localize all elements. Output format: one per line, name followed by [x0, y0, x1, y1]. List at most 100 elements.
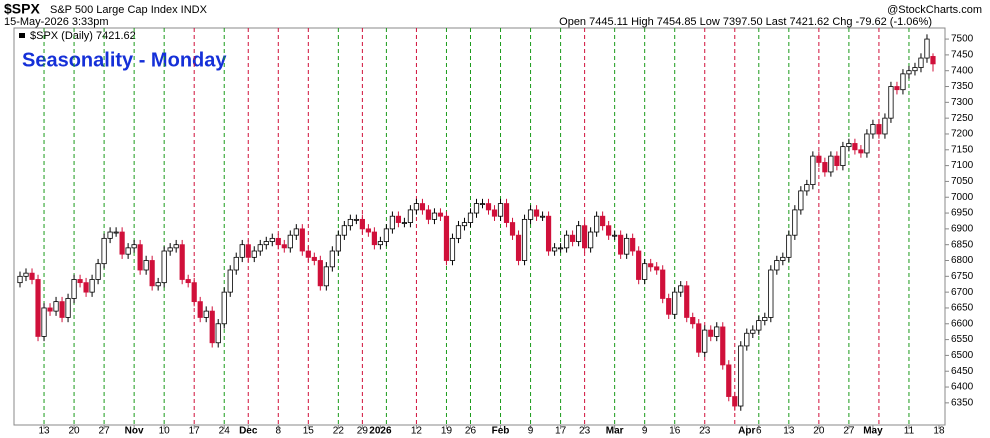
candle-body	[816, 155, 822, 163]
candle-body	[437, 212, 444, 217]
candle-body	[918, 57, 924, 68]
candle-body	[612, 234, 618, 237]
candle-body	[95, 263, 101, 280]
candle-body	[636, 250, 642, 280]
x-tick-label: 29	[357, 426, 369, 437]
candle-body	[870, 124, 876, 135]
candle-body	[888, 86, 894, 119]
timestamp: 15-May-2026 3:33pm	[4, 16, 109, 28]
y-tick-label: 7350	[951, 81, 974, 92]
candle-body	[780, 256, 786, 261]
y-tick-label: 7200	[951, 129, 974, 140]
candle-body	[768, 269, 774, 318]
candle-body	[756, 320, 762, 331]
candle-body	[395, 215, 402, 223]
candle-body	[606, 225, 612, 236]
candle-body	[365, 228, 371, 233]
candle-body	[107, 231, 113, 239]
candle-body	[497, 203, 504, 217]
x-tick-label: Mar	[606, 426, 624, 437]
candle-body	[630, 237, 636, 252]
x-tick-label: 22	[333, 426, 345, 437]
candle-body	[696, 323, 702, 353]
y-tick-label: 6900	[951, 224, 974, 235]
candle-body	[419, 203, 426, 211]
candle-body	[425, 209, 432, 220]
candle-body	[431, 212, 438, 220]
candle-body	[389, 215, 396, 230]
x-tick-label: 26	[465, 426, 477, 437]
candle-body	[335, 234, 341, 252]
candle-body	[876, 124, 882, 135]
candle-body	[125, 247, 131, 255]
candle-body	[407, 209, 414, 223]
candle-body	[738, 345, 744, 407]
x-tick-label: 12	[411, 426, 423, 437]
candle-body	[101, 237, 107, 265]
candle-body	[155, 282, 161, 287]
candle-body	[47, 307, 53, 312]
x-tick-label: 20	[69, 426, 81, 437]
candle-body	[533, 209, 540, 217]
y-tick-label: 6800	[951, 255, 974, 266]
x-tick-label: 13	[38, 426, 50, 437]
candle-body	[840, 146, 846, 167]
candle-body	[83, 282, 89, 293]
candle-body	[479, 203, 486, 205]
y-tick-label: 7300	[951, 97, 974, 108]
x-tick-label: Apr	[738, 426, 755, 437]
candle-body	[762, 317, 768, 322]
symbol: $SPX	[4, 1, 40, 17]
y-tick-label: 6750	[951, 271, 974, 282]
candle-body	[53, 301, 59, 312]
candle-body	[269, 237, 275, 242]
candle-body	[179, 244, 185, 280]
candle-body	[582, 225, 588, 249]
x-tick-label: 27	[843, 426, 855, 437]
candle-body	[227, 269, 233, 293]
candle-body	[563, 234, 570, 249]
x-tick-label: 19	[441, 426, 453, 437]
y-tick-label: 7250	[951, 113, 974, 124]
candle-body	[209, 310, 215, 344]
x-tick-label: 17	[555, 426, 567, 437]
candle-body	[882, 117, 888, 135]
candle-body	[491, 209, 498, 217]
candle-body	[798, 190, 804, 211]
y-tick-label: 7050	[951, 176, 974, 187]
candle-body	[323, 266, 329, 287]
candle-body	[624, 237, 630, 255]
candle-body	[251, 250, 257, 258]
candle-body	[828, 155, 834, 173]
candle-body	[41, 307, 47, 337]
candle-body	[119, 231, 125, 255]
y-tick-label: 6600	[951, 318, 974, 329]
candle-body	[113, 231, 119, 234]
candle-body	[89, 279, 95, 293]
x-tick-label: 6	[756, 426, 762, 437]
candle-body	[786, 234, 792, 258]
candle-body	[774, 260, 780, 271]
y-tick-label: 6700	[951, 287, 974, 298]
candle-body	[666, 298, 672, 315]
candle-body	[317, 260, 323, 287]
candle-body	[588, 231, 594, 249]
candle-body	[23, 272, 29, 277]
candle-body	[521, 218, 528, 261]
candle-body	[864, 133, 870, 154]
candle-body	[383, 228, 390, 242]
x-tick-label: 13	[783, 426, 795, 437]
candle-body	[912, 67, 918, 72]
candle-body	[353, 218, 359, 221]
candle-body	[71, 279, 77, 299]
candle-body	[329, 250, 335, 268]
candle-body	[545, 215, 552, 252]
candle-body	[672, 291, 678, 315]
candle-body	[600, 215, 606, 227]
x-tick-label: 2026	[369, 426, 392, 437]
x-tick-label: 9	[528, 426, 534, 437]
candle-body	[65, 298, 71, 318]
candle-body	[35, 279, 41, 337]
candle-body	[551, 247, 558, 252]
